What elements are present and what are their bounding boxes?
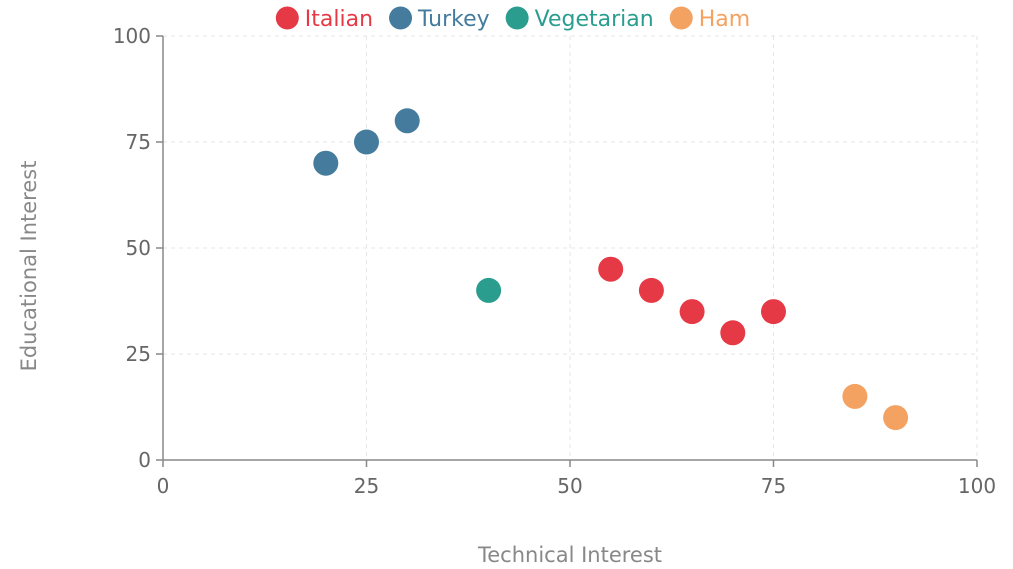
legend-item-italian[interactable]: Italian [275,6,373,33]
data-point-italian [720,320,746,346]
x-tick-label: 75 [761,474,786,498]
data-point-turkey [354,129,379,155]
legend-item-turkey[interactable]: Turkey [389,6,490,33]
data-point-italian [598,256,624,282]
legend: Italian Turkey Vegetarian Ham [275,6,750,33]
y-tick-label: 50 [126,236,151,260]
x-axis-ticks: 0 25 50 75 100 [157,460,996,498]
legend-marker [389,6,413,30]
y-axis-ticks: 0 25 50 75 100 [113,24,163,472]
y-tick-label: 25 [126,342,151,366]
legend-marker [275,6,299,30]
legend-label: Vegetarian [535,7,654,32]
legend-marker [505,6,529,30]
y-tick-label: 100 [113,24,151,48]
data-point-italian [638,277,664,303]
legend-label: Italian [305,7,373,32]
legend-label: Turkey [417,7,490,32]
legend-marker [669,6,693,30]
y-tick-label: 0 [138,448,151,472]
data-point-turkey [313,150,339,176]
x-tick-label: 0 [157,474,170,498]
legend-item-vegetarian[interactable]: Vegetarian [505,6,654,33]
x-tick-label: 50 [557,474,582,498]
x-axis-title: Technical Interest [477,543,662,567]
data-point-ham [842,383,868,409]
data-point-turkey [394,108,420,134]
data-point-italian [761,299,786,325]
x-tick-label: 100 [958,474,996,498]
legend-label: Ham [699,7,750,32]
x-tick-label: 25 [354,474,379,498]
data-point-italian [679,299,705,325]
legend-item-ham[interactable]: Ham [669,6,750,33]
y-tick-label: 75 [126,130,151,154]
data-points [313,108,909,431]
grid [163,35,978,460]
y-axis-title: Educational Interest [17,161,41,372]
data-point-vegetarian [476,277,502,303]
data-point-ham [883,405,909,431]
